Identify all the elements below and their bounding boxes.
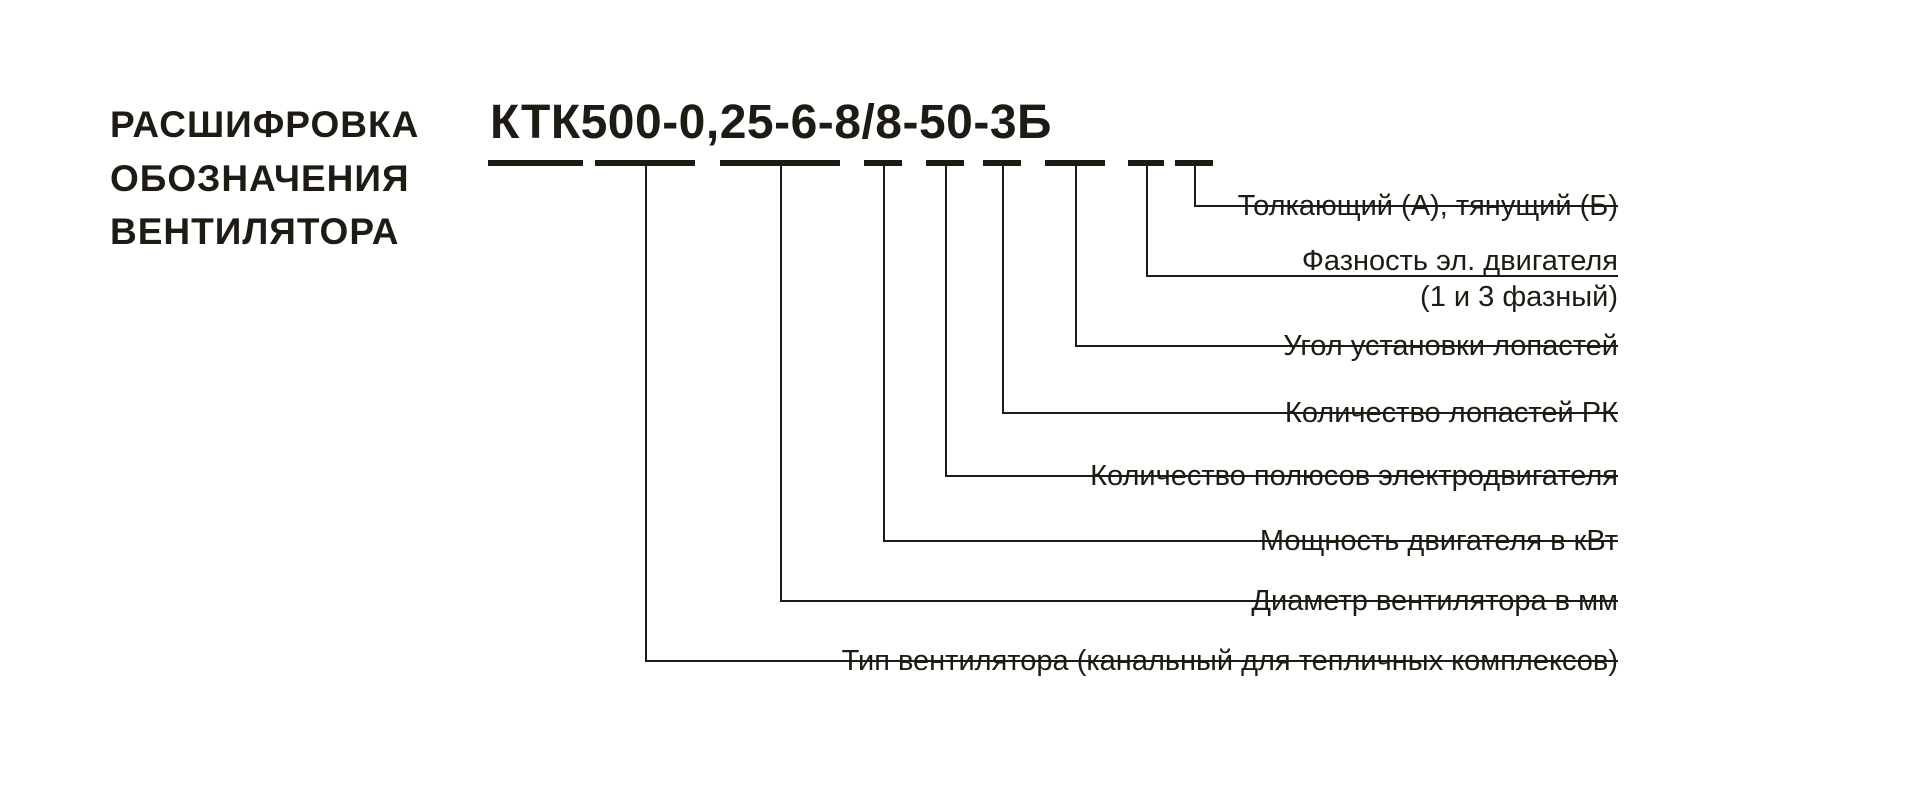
segment-description: Фазность эл. двигателя(1 и 3 фазный) <box>1302 243 1618 316</box>
code-segment-underline <box>488 160 583 166</box>
segment-description: Количество лопастей РК <box>1285 397 1618 430</box>
title-line-3: ВЕНТИЛЯТОРА <box>110 211 399 252</box>
product-code: КТК500-0,25-6-8/8-50-3Б <box>490 95 1052 150</box>
diagram-title: РАСШИФРОВКА ОБОЗНАЧЕНИЯ ВЕНТИЛЯТОРА <box>110 98 419 259</box>
connector-vertical <box>1146 166 1148 275</box>
segment-description: Угол установки лопастей <box>1283 330 1618 363</box>
connector-vertical <box>1075 166 1077 345</box>
connector-vertical <box>945 166 947 475</box>
title-line-1: РАСШИФРОВКА <box>110 104 419 145</box>
connector-vertical <box>1002 166 1004 412</box>
connector-vertical <box>883 166 885 540</box>
segment-description: Толкающий (А), тянущий (Б) <box>1238 190 1618 223</box>
title-line-2: ОБОЗНАЧЕНИЯ <box>110 158 410 199</box>
connector-vertical <box>780 166 782 600</box>
segment-description: Тип вентилятора (канальный для тепличных… <box>842 645 1618 678</box>
segment-description: Мощность двигателя в кВт <box>1260 525 1618 558</box>
connector-vertical <box>645 166 647 660</box>
segment-description: Диаметр вентилятора в мм <box>1251 585 1618 618</box>
segment-description: Количество полюсов электродвигателя <box>1090 460 1618 493</box>
connector-vertical <box>1194 166 1196 205</box>
